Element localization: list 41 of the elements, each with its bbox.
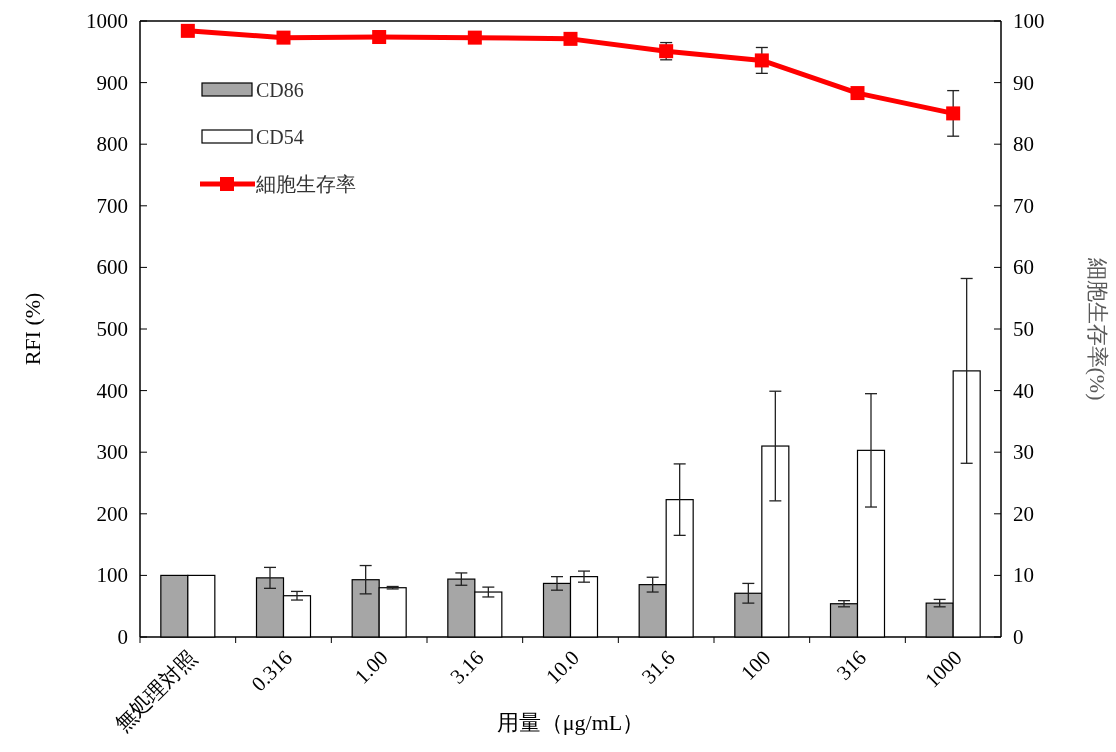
point bbox=[180, 23, 195, 38]
y-tick-label: 100 bbox=[96, 563, 128, 588]
point bbox=[467, 30, 482, 45]
y2-axis-title: 細胞生存率(%) bbox=[1085, 256, 1110, 401]
x-tick-label: 100 bbox=[736, 645, 776, 685]
x-axis-title: 用量（μg/mL） bbox=[496, 710, 645, 735]
y-tick-label: 1000 bbox=[86, 9, 128, 33]
y2-tick-label: 70 bbox=[1013, 193, 1034, 218]
y-tick-label: 300 bbox=[96, 440, 128, 465]
point bbox=[276, 30, 291, 45]
y-tick-label: 500 bbox=[96, 317, 128, 341]
point bbox=[563, 31, 578, 46]
y2-tick-label: 60 bbox=[1013, 255, 1034, 280]
x-tick-label: 1.00 bbox=[349, 645, 393, 689]
y2-tick-label: 50 bbox=[1013, 317, 1034, 341]
y2-tick-label: 30 bbox=[1013, 440, 1034, 465]
y2-tick-label: 40 bbox=[1013, 378, 1034, 403]
point bbox=[372, 30, 387, 45]
y2-tick-label: 80 bbox=[1013, 132, 1034, 157]
y2-tick-label: 0 bbox=[1013, 625, 1024, 649]
y-axis-title: RFI (%) bbox=[20, 292, 45, 366]
y2-tick-label: 90 bbox=[1013, 70, 1034, 95]
point bbox=[850, 86, 865, 101]
y-tick-label: 900 bbox=[96, 70, 128, 95]
x-tick-label: 3.16 bbox=[445, 645, 489, 689]
legend-label: CD54 bbox=[256, 126, 304, 148]
y-tick-label: 700 bbox=[96, 193, 128, 218]
x-tick-label: 316 bbox=[831, 645, 872, 685]
point bbox=[754, 53, 769, 68]
y-tick-label: 400 bbox=[96, 378, 128, 403]
y-tick-label: 200 bbox=[96, 501, 128, 526]
y2-tick-label: 100 bbox=[1013, 9, 1045, 33]
y2-tick-label: 20 bbox=[1013, 501, 1034, 526]
legend-label: 細胞生存率 bbox=[255, 173, 356, 195]
y-tick-label: 800 bbox=[96, 132, 128, 157]
x-tick-label: 31.6 bbox=[636, 645, 680, 689]
y-tick-label: 600 bbox=[96, 255, 128, 280]
y2-tick-label: 10 bbox=[1013, 563, 1034, 588]
legend-label: CD86 bbox=[256, 79, 304, 101]
x-tick-label: 10.0 bbox=[541, 645, 585, 689]
point bbox=[946, 106, 961, 121]
